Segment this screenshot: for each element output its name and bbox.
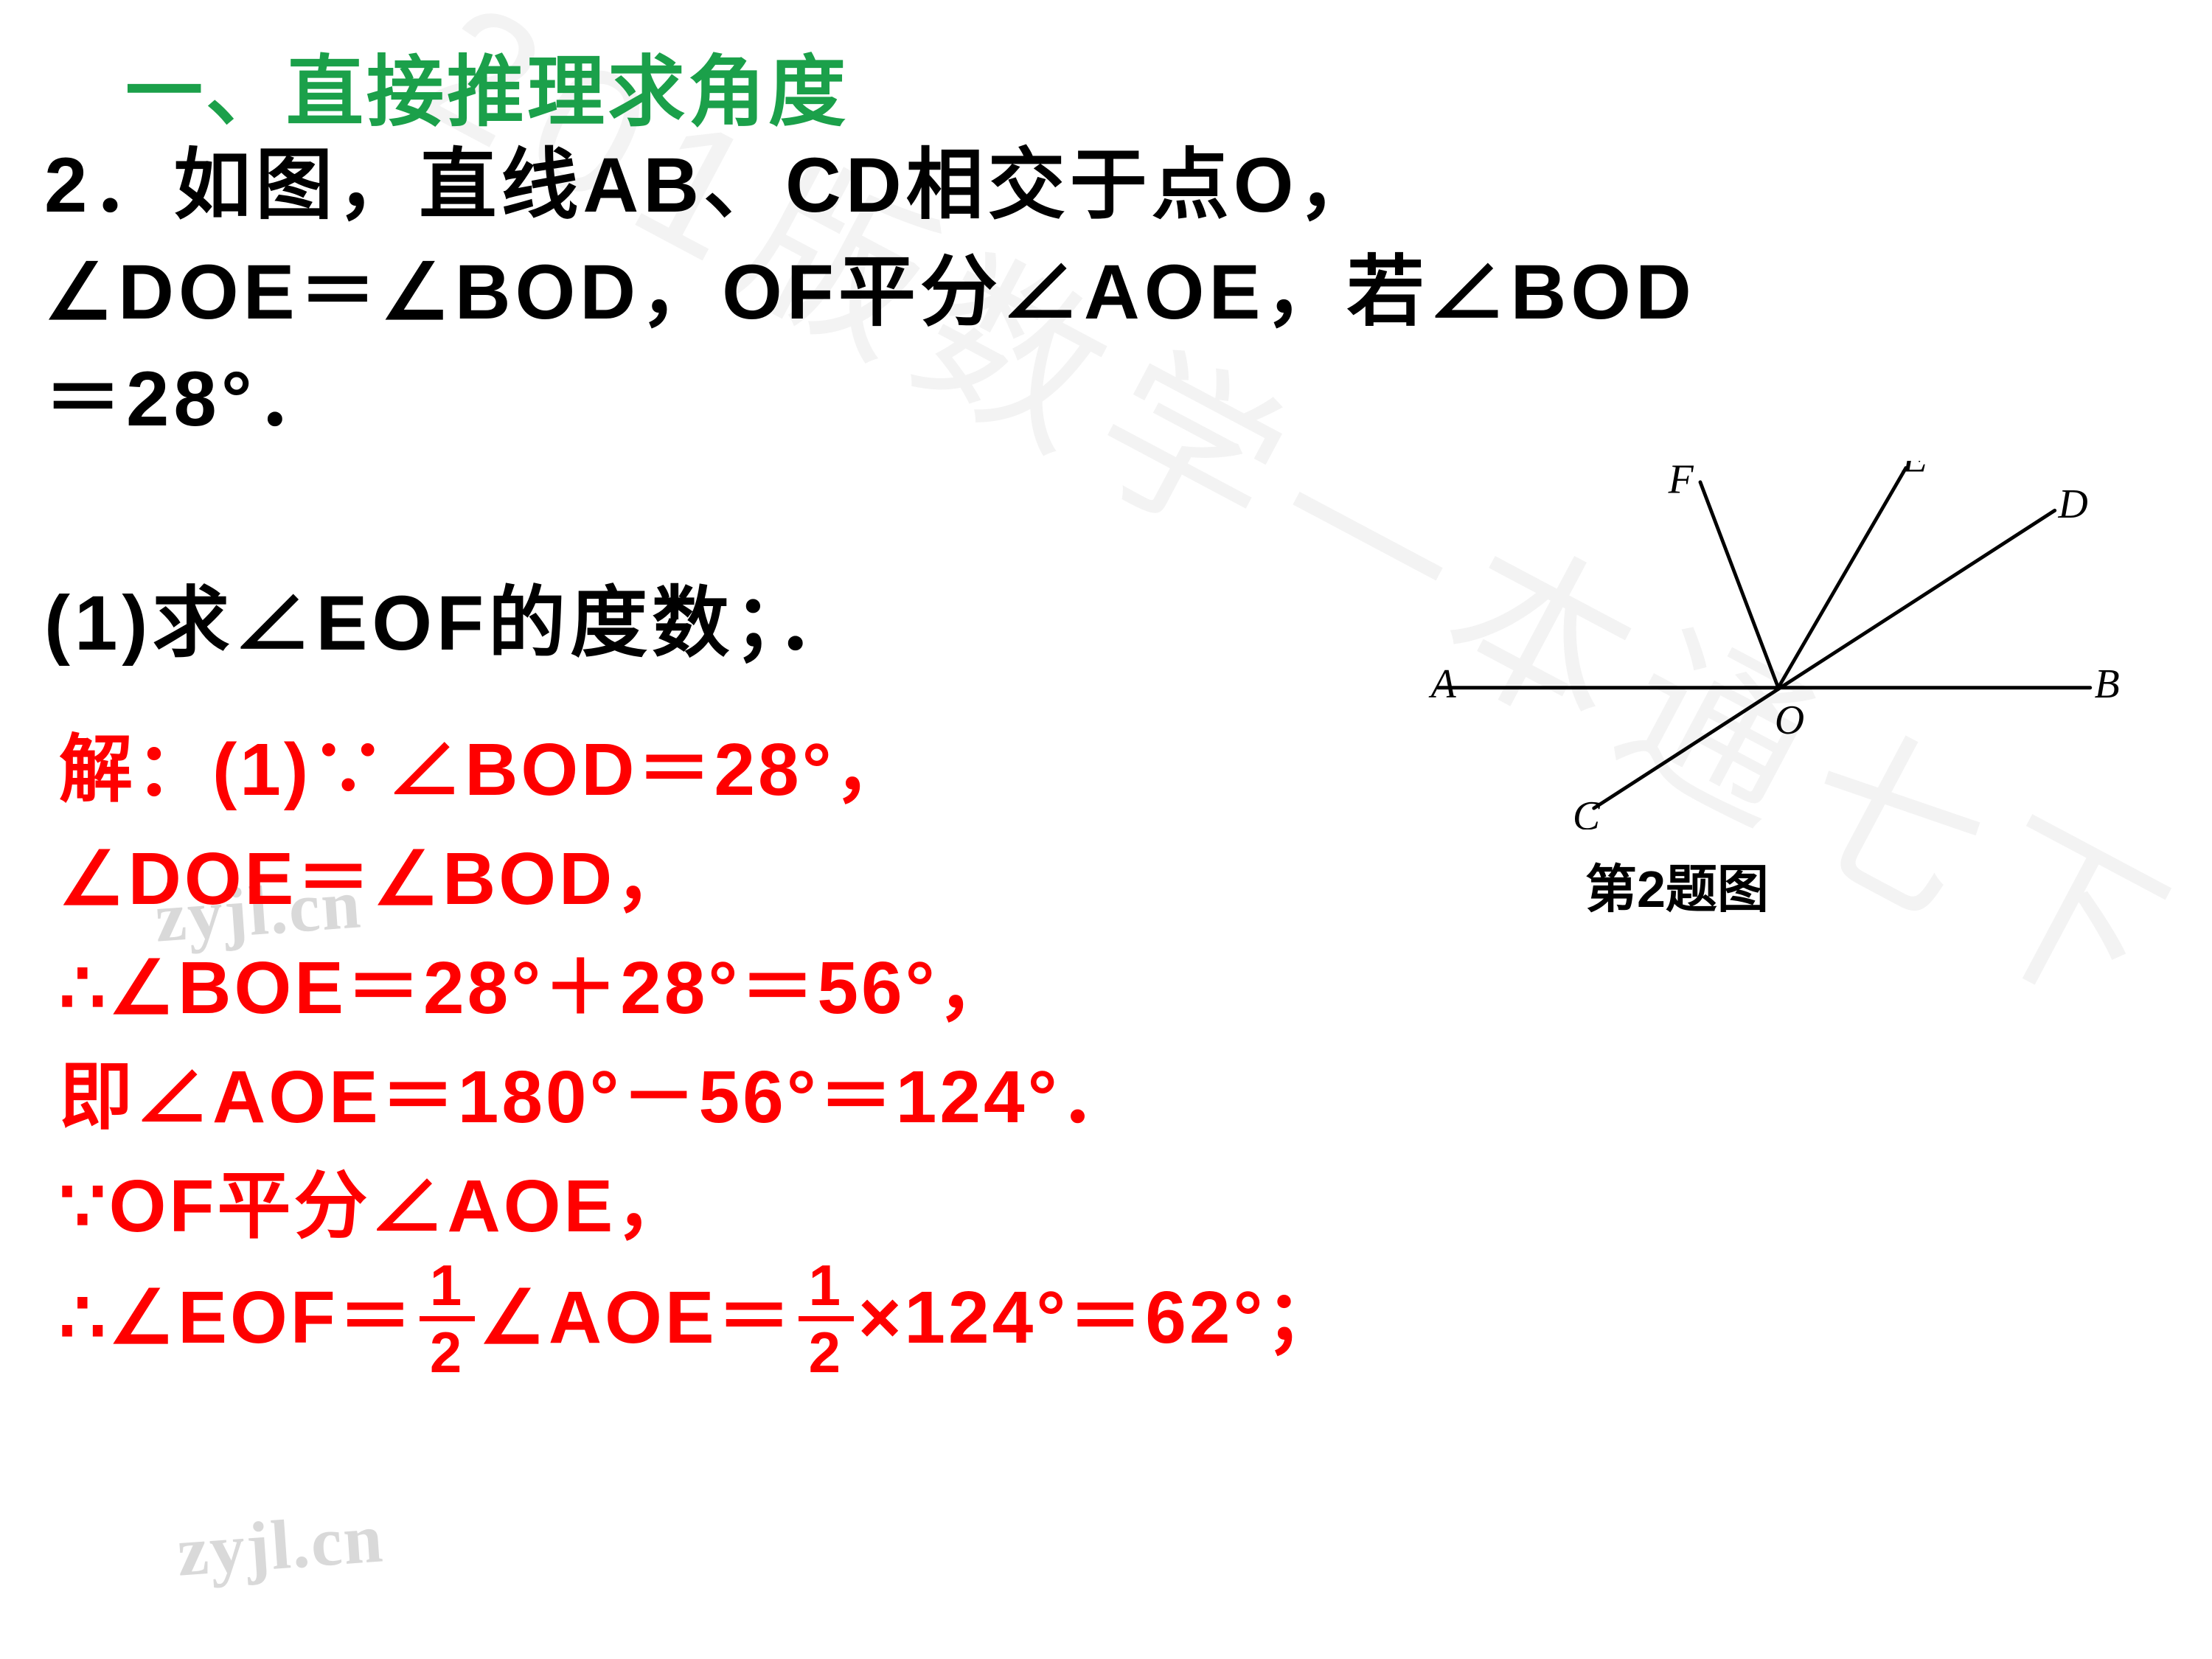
problem-line-3: ＝28°． xyxy=(44,347,2168,453)
subquestion-1: (1)求∠EOF的度数；． xyxy=(44,560,859,672)
problem-line-1: 2．如图，直线AB、CD相交于点O， xyxy=(44,133,2168,240)
fraction-half-2: 12 xyxy=(799,1256,854,1381)
frac-num: 1 xyxy=(420,1256,475,1321)
diagram-caption: 第2题图 xyxy=(1585,848,1769,922)
solution-line-2: ∠DOE＝∠BOD， xyxy=(59,824,2183,933)
watermark-2: zyjl.cn xyxy=(175,1497,386,1592)
sol6-part-c: ×124°＝62°； xyxy=(858,1276,1342,1359)
solution-line-3: ∴∠BOE＝28°＋28°＝56°， xyxy=(59,933,2183,1043)
solution-line-6: ∴∠EOF＝12∠AOE＝12×124°＝62°； xyxy=(59,1261,2183,1385)
fraction-half-1: 12 xyxy=(420,1256,475,1381)
solution-line-4: 即∠AOE＝180°－56°＝124°． xyxy=(59,1043,2183,1152)
svg-text:F: F xyxy=(1668,461,1694,502)
sol6-part-b: ∠AOE＝ xyxy=(479,1276,793,1359)
frac-den: 2 xyxy=(420,1321,475,1381)
solution-line-5: ∵OF平分∠AOE， xyxy=(59,1152,2183,1261)
svg-text:A: A xyxy=(1428,661,1457,707)
svg-text:O: O xyxy=(1775,698,1804,743)
svg-text:E: E xyxy=(1902,461,1927,481)
svg-text:B: B xyxy=(2095,661,2120,707)
frac-num-2: 1 xyxy=(799,1256,854,1321)
sol6-part-a: ∴∠EOF＝ xyxy=(59,1276,415,1359)
section-heading: 一、直接推理求角度 xyxy=(125,29,849,142)
problem-statement: 2．如图，直线AB、CD相交于点O， ∠DOE＝∠BOD，OF平分∠AOE，若∠… xyxy=(44,133,2168,453)
geometry-diagram: A B C D E F O xyxy=(1405,461,2124,830)
problem-line-2: ∠DOE＝∠BOD，OF平分∠AOE，若∠BOD xyxy=(44,240,2168,347)
svg-text:C: C xyxy=(1573,793,1601,830)
frac-den-2: 2 xyxy=(799,1321,854,1381)
svg-text:D: D xyxy=(2058,481,2088,527)
